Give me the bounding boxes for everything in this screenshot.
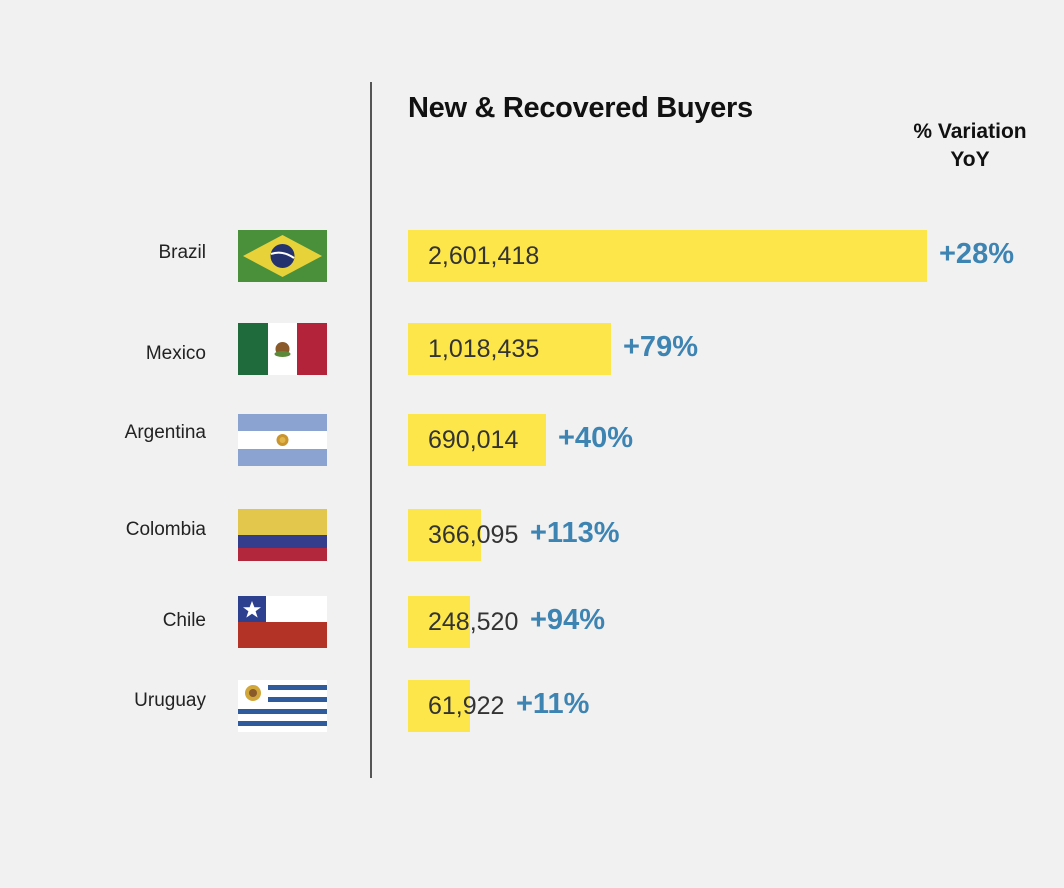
bar-colombia (408, 509, 481, 561)
variation-header: % Variation YoY (880, 118, 1060, 174)
country-label: Brazil (158, 242, 206, 263)
bar-brazil (408, 230, 927, 282)
variation-label: +11% (516, 688, 590, 720)
bar-chile (408, 596, 470, 648)
chart-row-argentina: Argentina 690,014 +40% (0, 414, 1064, 466)
bar-mexico (408, 323, 611, 375)
chart-title: New & Recovered Buyers (408, 92, 753, 124)
country-label: Argentina (124, 422, 206, 443)
chile-flag (238, 596, 327, 648)
variation-label: +79% (623, 331, 698, 363)
variation-header-line-1: % Variation (913, 120, 1027, 143)
country-label: Mexico (145, 343, 206, 364)
bar-uruguay (408, 680, 470, 732)
mexico-flag (238, 323, 327, 375)
chart-row-mexico: Mexico 1,018,435 +79% (0, 323, 1064, 375)
country-label: Chile (162, 610, 206, 631)
chart-row-chile: Chile 248,520 +94% (0, 596, 1064, 648)
value-label: 1,018,435 (428, 335, 540, 363)
value-label: 61,922 (428, 692, 505, 720)
chart-row-brazil: Brazil 2,601,418 +28% (0, 230, 1064, 282)
value-label: 366,095 (428, 521, 519, 549)
bar-argentina (408, 414, 546, 466)
country-label: Colombia (125, 519, 206, 540)
uruguay-flag (238, 680, 327, 732)
variation-label: +94% (530, 604, 605, 636)
argentina-flag (238, 414, 327, 466)
axis-line (370, 82, 372, 778)
brazil-flag (238, 230, 327, 282)
value-label: 2,601,418 (428, 242, 540, 270)
value-label: 690,014 (428, 426, 519, 454)
variation-label: +28% (939, 238, 1014, 270)
country-label: Uruguay (134, 690, 206, 711)
variation-label: +40% (558, 422, 633, 454)
chart-row-uruguay: Uruguay 61,922 +11% (0, 680, 1064, 732)
variation-label: +113% (530, 517, 620, 549)
colombia-flag (238, 509, 327, 561)
value-label: 248,520 (428, 608, 519, 636)
chart-row-colombia: Colombia 366,095 +113% (0, 509, 1064, 561)
variation-header-line-2: YoY (950, 148, 990, 171)
